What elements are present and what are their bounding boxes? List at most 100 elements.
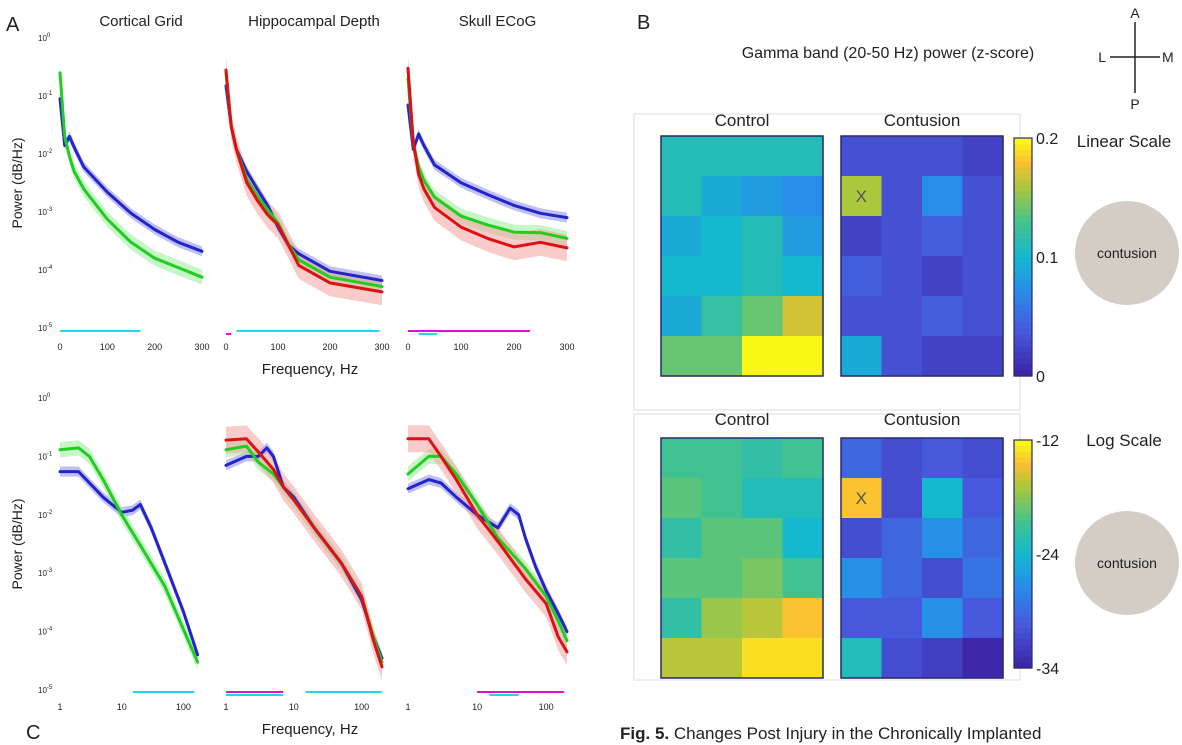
colorbar-segment — [1014, 542, 1032, 549]
colorbar-segment — [1014, 554, 1032, 561]
a-row1-subplot-hippocampal-depth: Hippocampal Depth 0 100 200 300 — [223, 13, 389, 352]
compass-label-medial: M — [1162, 49, 1174, 65]
heatmap-cell — [881, 478, 923, 519]
y-tick-label: 10-4 — [38, 627, 53, 637]
colorbar-segment — [1014, 582, 1032, 589]
colorbar-segment — [1014, 334, 1032, 341]
series-band-blue — [408, 100, 567, 223]
heatmap-cell — [782, 518, 824, 559]
heatmap-cell — [661, 136, 703, 177]
series-line-red — [224, 437, 384, 669]
colorbar-segment — [1014, 662, 1032, 669]
colorbar-segment — [1014, 491, 1032, 498]
heatmap-cell — [841, 336, 883, 377]
heatmap-cell — [962, 438, 1004, 479]
electrode-mark: X — [856, 489, 867, 508]
heatmap-grid-title: Control — [715, 410, 770, 429]
heatmap-cell — [922, 216, 964, 257]
colorbar-tick-label: -24 — [1036, 547, 1059, 564]
electrode-mark: X — [856, 187, 867, 206]
y-tick-label: 100 — [38, 393, 51, 403]
colorbar-segment — [1014, 197, 1032, 205]
x-tick-label: 0 — [223, 342, 228, 352]
heatmap-cell — [782, 216, 824, 257]
colorbar-segment — [1014, 611, 1032, 618]
y-tick-label: 100 — [38, 33, 51, 43]
heatmap-cell — [841, 558, 883, 599]
heatmap-cell — [841, 296, 883, 337]
heatmap-cell — [661, 598, 703, 639]
colorbar-segment — [1014, 185, 1032, 193]
colorbar-segment — [1014, 221, 1032, 228]
heatmap-cell — [701, 518, 743, 559]
heatmap-cell — [881, 176, 923, 217]
heatmap-cell — [742, 438, 784, 479]
series-band-red — [408, 425, 567, 666]
colorbar-segment — [1014, 588, 1032, 595]
heatmap-cell — [661, 558, 703, 599]
x-tick-label: 300 — [194, 342, 209, 352]
colorbar-segment — [1014, 233, 1032, 240]
series-line-red — [224, 68, 384, 294]
x-axis-label: Frequency, Hz — [262, 361, 358, 378]
compass-label-anterior: A — [1130, 5, 1140, 21]
subplot-title-skull-ecog: Skull ECoG — [459, 13, 537, 30]
heatmap-cell — [962, 598, 1004, 639]
colorbar-segment — [1014, 440, 1032, 447]
heatmap-cell — [661, 438, 703, 479]
heatmap-cell — [922, 296, 964, 337]
heatmap-cell — [742, 176, 784, 217]
heatmap-grid-title: Contusion — [884, 410, 961, 429]
colorbar-segment — [1014, 639, 1032, 646]
x-tick-label: 200 — [506, 342, 521, 352]
series-band-green — [408, 71, 567, 246]
heatmap-cell — [701, 478, 743, 519]
contusion-site-circle — [1075, 201, 1179, 305]
colorbar-segment — [1014, 519, 1032, 527]
colorbar-segment — [1014, 245, 1032, 252]
colorbar-tick-label: -34 — [1036, 661, 1059, 678]
colorbar-segment — [1014, 340, 1032, 347]
heatmap-cell — [881, 518, 923, 559]
heatmap-cell — [841, 176, 883, 217]
colorbar-segment — [1014, 298, 1032, 306]
x-tick-label: 200 — [322, 342, 337, 352]
heatmap-cell — [742, 518, 784, 559]
colorbar-segment — [1014, 310, 1032, 318]
colorbar-tick-label: 0.1 — [1036, 250, 1058, 267]
colorbar-segment — [1014, 633, 1032, 641]
heatmap-cell — [962, 216, 1004, 257]
heatmap-cell — [962, 136, 1004, 177]
heatmap-cell — [962, 336, 1004, 377]
colorbar-segment — [1014, 622, 1032, 629]
colorbar-segment — [1014, 656, 1032, 663]
heatmap-cell — [661, 176, 703, 217]
series-line-green — [224, 444, 384, 664]
heatmap-cell — [782, 598, 824, 639]
heatmap-grid-border — [840, 135, 1004, 377]
heatmap-cell — [922, 136, 964, 177]
colorbar-segment — [1014, 322, 1032, 329]
colorbar-border — [1013, 137, 1033, 377]
heatmap-cell — [922, 638, 964, 679]
colorbar-segment — [1014, 138, 1032, 145]
heatmap-cell — [742, 336, 784, 377]
colorbar-segment — [1014, 262, 1032, 270]
heatmap-cell — [922, 256, 964, 297]
colorbar-segment — [1014, 445, 1032, 452]
scale-title-linear-scale: Linear Scale — [1077, 132, 1172, 151]
heatmap-cell — [962, 558, 1004, 599]
heatmap-cell — [881, 136, 923, 177]
panel-label-a: A — [6, 14, 20, 36]
heatmap-cell — [962, 478, 1004, 519]
colorbar-segment — [1014, 203, 1032, 210]
colorbar-segment — [1014, 502, 1032, 509]
x-tick-label: 0 — [57, 342, 62, 352]
heatmap-cell — [701, 336, 743, 377]
heatmap-cell — [841, 478, 883, 519]
y-tick-label: 10-4 — [38, 265, 53, 275]
heatmap-block-linear-scale: Control Contusion X 0.2 0.1 0 Linear Scale cont… — [633, 111, 1179, 411]
heatmap-cell — [742, 296, 784, 337]
colorbar-tick-label: -12 — [1036, 433, 1059, 450]
